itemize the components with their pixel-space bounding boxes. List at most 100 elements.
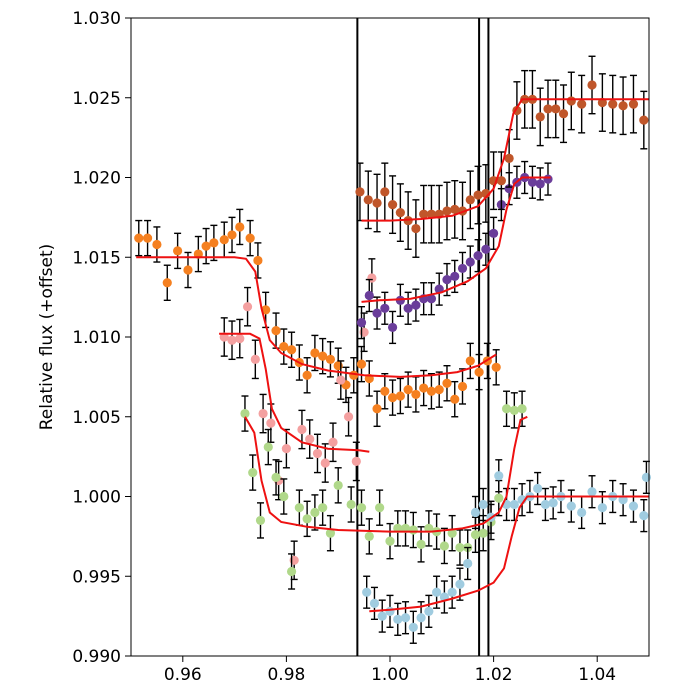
data-point (470, 507, 481, 518)
data-point (457, 263, 468, 274)
data-point (639, 115, 649, 125)
data-point (369, 598, 380, 608)
data-point (628, 501, 639, 511)
data-point (219, 235, 229, 245)
data-point (380, 386, 390, 396)
data-point (535, 179, 545, 189)
data-point (395, 391, 405, 401)
data-point (297, 424, 307, 435)
data-point (356, 359, 367, 369)
y-tick-label: 1.005 (72, 408, 121, 428)
data-point (478, 499, 488, 510)
data-point (551, 104, 561, 114)
data-point (134, 233, 144, 243)
data-point (173, 246, 183, 256)
data-point (577, 507, 587, 518)
data-point (447, 528, 457, 538)
data-point (380, 303, 390, 313)
data-point (403, 303, 413, 313)
data-point (535, 112, 545, 122)
y-tick-label: 1.015 (72, 248, 121, 268)
data-point (639, 511, 649, 521)
data-point (318, 351, 328, 361)
x-tick-label: 1.00 (371, 665, 409, 685)
data-point (426, 386, 437, 396)
vertical-markers (356, 18, 490, 656)
series-6 (355, 55, 649, 258)
y-axis: 0.990 0.995 1.000 1.005 1.010 1.015 1.020 1.025… (72, 9, 131, 667)
y-axis-label: Relative flux (+offset) (37, 244, 57, 431)
data-point (318, 503, 328, 513)
x-tick-label: 0.98 (267, 665, 305, 685)
data-point (387, 393, 398, 403)
y-tick-label: 1.025 (72, 89, 121, 109)
data-point (442, 378, 452, 388)
data-point (400, 613, 411, 623)
data-point (162, 278, 172, 288)
model-curve (361, 176, 551, 303)
data-point (494, 471, 504, 481)
data-point (411, 389, 421, 400)
data-point (356, 503, 367, 513)
data-point (362, 587, 372, 597)
data-point (419, 209, 429, 219)
data-point (566, 96, 576, 106)
data-point (491, 362, 501, 372)
data-point (618, 101, 628, 111)
data-point (245, 233, 255, 243)
data-point (227, 335, 237, 345)
data-point (395, 295, 405, 305)
data-point (302, 370, 312, 380)
model-curve (219, 332, 370, 453)
data-point (310, 348, 320, 358)
data-point (474, 367, 484, 377)
data-point (258, 408, 268, 419)
data-point (253, 255, 263, 266)
y-tick-label: 0.995 (72, 567, 121, 587)
data-point (408, 622, 418, 632)
data-point (411, 223, 421, 234)
model-curve (136, 256, 497, 378)
data-point (463, 558, 473, 569)
data-point (439, 541, 449, 551)
data-point (294, 503, 304, 513)
data-point (455, 542, 465, 553)
x-tick-label: 1.02 (475, 665, 513, 685)
x-tick-label: 1.04 (578, 665, 616, 685)
data-point (372, 308, 382, 318)
data-point (608, 99, 618, 109)
data-point (364, 531, 374, 541)
data-point (235, 333, 245, 344)
data-point (509, 499, 519, 510)
data-point (465, 356, 475, 366)
data-point (142, 233, 153, 243)
data-point (587, 80, 597, 90)
data-point (263, 442, 273, 452)
data-point (372, 404, 382, 414)
data-point (325, 528, 336, 538)
data-point (183, 265, 193, 275)
data-point (489, 228, 499, 238)
data-point (517, 404, 527, 414)
data-point (527, 177, 538, 187)
data-point (403, 385, 413, 395)
data-point (355, 187, 365, 197)
data-point (447, 587, 457, 597)
data-point (240, 408, 250, 419)
data-point (442, 206, 452, 216)
y-tick-label: 0.990 (72, 647, 121, 667)
model-curve (244, 415, 528, 533)
data-point (501, 404, 512, 414)
data-point (450, 394, 460, 404)
data-point (356, 318, 367, 328)
y-tick-label: 1.030 (72, 9, 121, 29)
data-point (266, 418, 276, 428)
data-point (395, 207, 405, 218)
data-point (426, 209, 437, 219)
data-point (450, 204, 460, 214)
x-axis: 0.96 0.98 1.00 1.02 1.04 (164, 656, 616, 685)
data-point (380, 187, 390, 197)
data-point (375, 503, 385, 513)
data-point (473, 190, 483, 200)
data-point (364, 290, 374, 301)
